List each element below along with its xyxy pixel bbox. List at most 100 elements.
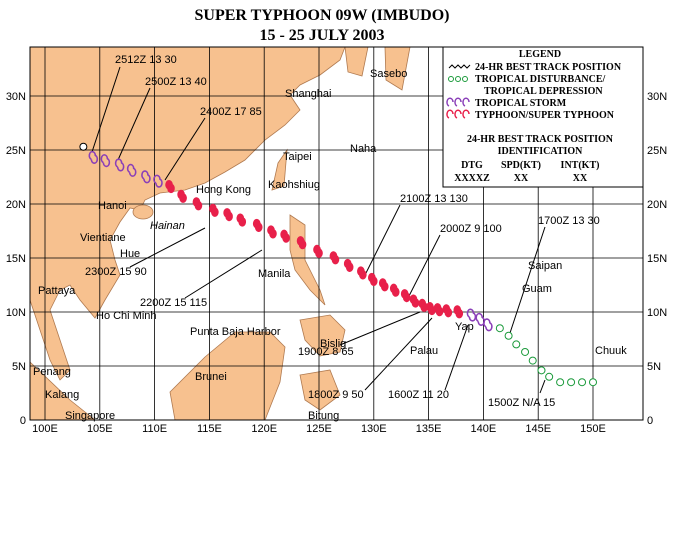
place-label: Chuuk — [595, 345, 627, 357]
place-label: Bislig — [320, 338, 346, 350]
track-annotation: 2512Z 13 30 — [115, 54, 177, 66]
leader-line — [364, 204, 401, 276]
place-label: Punta Baja Harbor — [190, 326, 281, 338]
lon-label: 110E — [142, 423, 167, 435]
subtitle: 15 - 25 JULY 2003 — [259, 27, 384, 44]
legend-column: SPD(KT) — [501, 160, 541, 171]
typhoon-position — [252, 218, 263, 232]
lat-label: 15N — [647, 253, 667, 265]
leader-line — [509, 226, 546, 334]
track-annotation: 1500Z N/A 15 — [488, 397, 555, 409]
legend-column: INT(KT) — [561, 160, 600, 171]
track-annotation: 2400Z 17 85 — [200, 106, 262, 118]
storm-position — [475, 312, 485, 326]
lat-label: 30N — [6, 91, 26, 103]
final-position — [79, 142, 88, 151]
place-label: Hainan — [150, 220, 185, 232]
leader-line — [117, 87, 151, 161]
typhoon-position — [453, 305, 464, 319]
lon-label: 100E — [32, 423, 58, 435]
typhoon-position — [378, 278, 389, 292]
track-annotation: 2200Z 15 115 — [140, 297, 207, 309]
leader-line — [339, 311, 421, 346]
track-annotation: 1900Z 8 65 — [298, 346, 354, 358]
leader-line — [184, 249, 263, 299]
depression-position — [537, 366, 546, 375]
legend-item: TROPICAL DISTURBANCE/ — [475, 74, 606, 85]
place-label: Brunei — [195, 371, 227, 383]
lon-label: 125E — [306, 423, 332, 435]
legend-format: XXXXZ — [454, 173, 490, 184]
leader-line — [407, 234, 441, 299]
depression-position — [567, 378, 576, 387]
typhoon-position — [433, 303, 444, 317]
lat-label: 5N — [12, 361, 26, 373]
typhoon-position — [426, 302, 436, 316]
place-label: Guam — [522, 283, 552, 295]
legend-title: LEGEND — [519, 49, 561, 60]
typhoon-position — [329, 251, 340, 265]
place-label: Hanoi — [98, 200, 127, 212]
track-annotation: 1800Z 9 50 — [308, 389, 364, 401]
lat-label: 25N — [647, 145, 667, 157]
lat-label: 0 — [20, 415, 26, 427]
lon-label: 150E — [580, 423, 606, 435]
place-label: Pattaya — [38, 285, 76, 297]
lat-label: 30N — [647, 91, 667, 103]
leader-line — [91, 66, 121, 153]
lon-label: 105E — [87, 423, 113, 435]
typhoon-position — [343, 258, 354, 272]
title: SUPER TYPHOON 09W (IMBUDO) — [195, 7, 450, 24]
typhoon-position — [442, 304, 453, 318]
typhoon-position — [267, 225, 277, 239]
typhoon-position — [296, 236, 307, 250]
lon-label: 140E — [471, 423, 497, 435]
place-label: Sasebo — [370, 68, 407, 80]
typhoon-position — [313, 244, 323, 258]
lat-label: 10N — [6, 307, 26, 319]
depression-position — [504, 331, 513, 340]
place-label: Hong Kong — [196, 184, 251, 196]
storm-position — [483, 318, 493, 332]
track-annotation: 2000Z 9 100 — [440, 223, 502, 235]
typhoon-position — [400, 289, 411, 303]
place-label: Kaohshiug — [268, 179, 320, 191]
typhoon-position — [280, 229, 290, 243]
place-label: Singapore — [65, 410, 115, 422]
place-label: Naha — [350, 143, 377, 155]
typhoon-position — [236, 213, 247, 227]
storm-position — [114, 158, 125, 172]
leader-line — [364, 317, 433, 391]
legend-item: TROPICAL DEPRESSION — [484, 86, 603, 97]
lat-label: 20N — [6, 199, 26, 211]
depression-position — [528, 356, 537, 365]
track-annotation: 1700Z 13 30 — [538, 215, 600, 227]
storm-position — [88, 150, 99, 164]
place-label: Shanghai — [285, 88, 332, 100]
lon-label: 145E — [525, 423, 551, 435]
lon-label: 135E — [416, 423, 442, 435]
typhoon-position — [357, 266, 367, 280]
legend-column: DTG — [461, 160, 483, 171]
typhoon-position — [418, 298, 429, 312]
legend-id-title: IDENTIFICATION — [498, 146, 584, 157]
typhoon-position — [177, 189, 187, 203]
place-label: Hue — [120, 248, 140, 260]
lat-label: 20N — [647, 199, 667, 211]
place-label: Penang — [33, 366, 71, 378]
track-annotation: 2500Z 13 40 — [145, 76, 207, 88]
legend-id-title: 24-HR BEST TRACK POSITION — [467, 134, 614, 145]
depression-position — [589, 378, 597, 387]
lon-label: 115E — [197, 423, 222, 435]
leader-line — [444, 324, 469, 391]
legend-item: TROPICAL STORM — [475, 98, 567, 109]
place-label: Taipei — [283, 151, 312, 163]
typhoon-position — [223, 208, 233, 222]
depression-position — [521, 347, 530, 356]
place-label: Bitung — [308, 410, 339, 422]
place-label: Manila — [258, 268, 291, 280]
leader-line — [129, 227, 206, 268]
place-label: Ho Chi Minh — [96, 310, 157, 322]
storm-position — [153, 174, 163, 188]
